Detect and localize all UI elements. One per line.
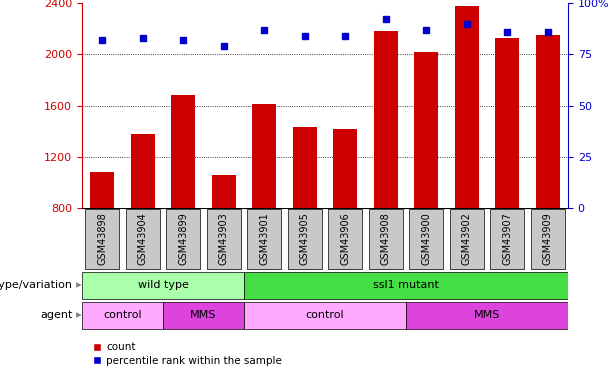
FancyBboxPatch shape	[163, 302, 244, 328]
FancyBboxPatch shape	[244, 272, 568, 298]
Text: wild type: wild type	[137, 280, 188, 290]
Bar	[131, 134, 155, 208]
FancyBboxPatch shape	[85, 209, 120, 269]
Text: GSM43905: GSM43905	[300, 213, 310, 266]
Legend: count, percentile rank within the sample: count, percentile rank within the sample	[87, 338, 286, 370]
Bar	[292, 127, 317, 208]
Bar	[455, 6, 479, 208]
Text: GSM43906: GSM43906	[340, 213, 350, 266]
Bar	[373, 31, 398, 208]
Text: GSM43901: GSM43901	[259, 213, 269, 266]
FancyBboxPatch shape	[409, 209, 443, 269]
Bar	[90, 172, 115, 208]
Text: genotype/variation: genotype/variation	[0, 280, 72, 290]
Text: GSM43903: GSM43903	[219, 213, 229, 266]
Bar	[333, 129, 357, 208]
Text: GSM43898: GSM43898	[97, 213, 107, 266]
Text: GSM43907: GSM43907	[502, 213, 512, 266]
Text: control: control	[103, 310, 142, 320]
FancyBboxPatch shape	[82, 272, 244, 298]
Text: GSM43909: GSM43909	[543, 213, 553, 266]
FancyBboxPatch shape	[207, 209, 241, 269]
Text: GSM43899: GSM43899	[178, 213, 188, 266]
Text: GSM43902: GSM43902	[462, 213, 472, 266]
Bar	[171, 95, 196, 208]
Bar	[211, 175, 236, 208]
FancyBboxPatch shape	[490, 209, 525, 269]
Bar	[495, 38, 519, 208]
FancyBboxPatch shape	[166, 209, 200, 269]
FancyBboxPatch shape	[328, 209, 362, 269]
FancyBboxPatch shape	[530, 209, 565, 269]
Text: ssl1 mutant: ssl1 mutant	[373, 280, 439, 290]
Text: MMS: MMS	[190, 310, 216, 320]
Bar	[536, 35, 560, 208]
Text: MMS: MMS	[474, 310, 500, 320]
Text: GSM43900: GSM43900	[421, 213, 432, 266]
Text: agent: agent	[40, 310, 72, 320]
FancyBboxPatch shape	[247, 209, 281, 269]
FancyBboxPatch shape	[406, 302, 568, 328]
FancyBboxPatch shape	[449, 209, 484, 269]
FancyBboxPatch shape	[368, 209, 403, 269]
FancyBboxPatch shape	[244, 302, 406, 328]
Text: GSM43908: GSM43908	[381, 213, 390, 266]
FancyBboxPatch shape	[287, 209, 322, 269]
Bar	[252, 104, 276, 208]
FancyBboxPatch shape	[126, 209, 160, 269]
Bar	[414, 52, 438, 208]
FancyBboxPatch shape	[82, 302, 163, 328]
Text: control: control	[306, 310, 345, 320]
Text: GSM43904: GSM43904	[138, 213, 148, 266]
